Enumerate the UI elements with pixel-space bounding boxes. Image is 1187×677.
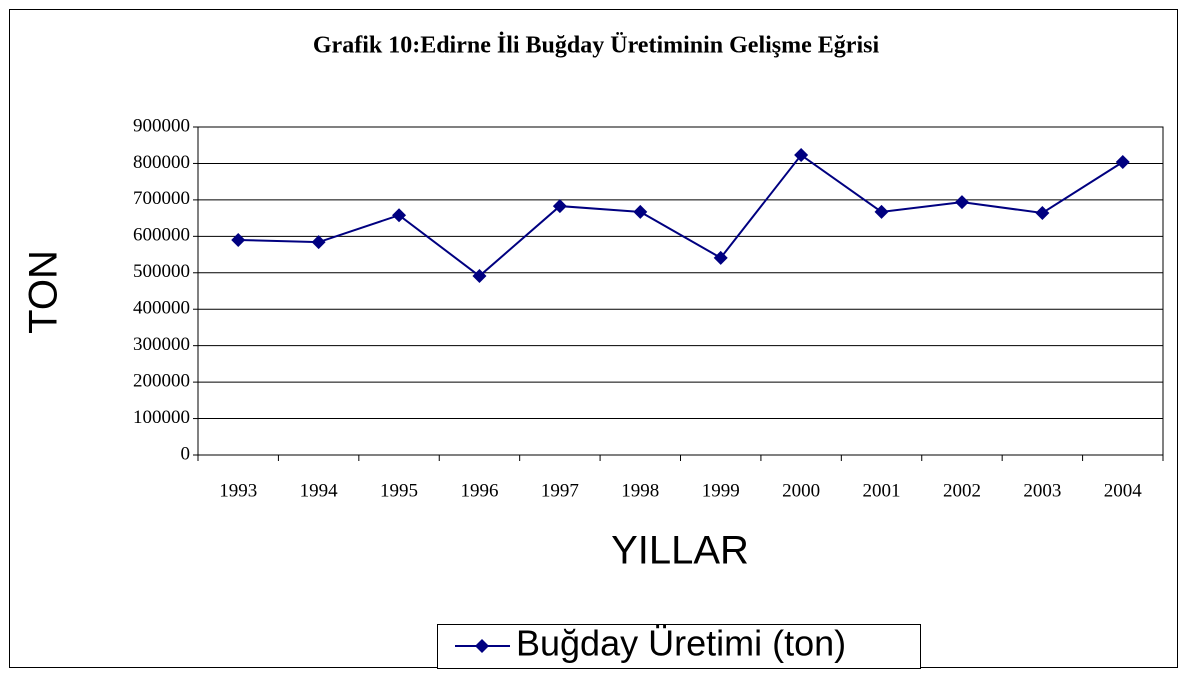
y-tick-label: 800000 [133,152,190,173]
point [311,235,326,250]
x-tick-label: 1993 [219,480,257,501]
chart-border [9,9,1178,668]
x-axis-label: YILLAR [611,529,749,573]
legend-marker [475,639,489,653]
x-tick-label: 2000 [782,480,820,501]
point [954,195,969,210]
y-tick-label: 100000 [133,407,190,428]
legend-box [437,624,921,669]
point [633,204,648,219]
point [392,208,407,223]
point [472,269,487,284]
y-tick-label: 500000 [133,261,190,282]
x-tick-label: 2001 [863,480,901,501]
series-line [238,153,1124,278]
y-axis-label: TON [22,250,66,334]
point [713,250,728,265]
x-tick-label: 1996 [460,480,498,501]
y-tick-label: 600000 [133,225,190,246]
y-tick-label: 400000 [133,298,190,319]
y-tick-label: 300000 [133,334,190,355]
y-tick-label: 900000 [133,115,190,136]
y-tick-label: 200000 [133,370,190,391]
x-tick-label: 2004 [1104,480,1143,501]
point [1115,154,1130,169]
point [231,232,246,247]
x-tick-label: 2003 [1023,480,1061,501]
point [794,148,809,163]
y-tick-label: 0 [181,443,191,464]
point [552,199,567,214]
x-tick-label: 1995 [380,480,418,501]
x-tick-label: 2002 [943,480,981,501]
point [874,204,889,219]
y-tick-label: 700000 [133,188,190,209]
point [1035,206,1050,221]
x-tick-label: 1998 [621,480,659,501]
legend-label: Buğday Üretimi (ton) [516,623,846,664]
x-tick-label: 1997 [541,480,579,501]
x-tick-label: 1999 [702,480,740,501]
chart-title: Grafik 10:Edirne İli Buğday Üretiminin G… [313,33,880,59]
x-tick-label: 1994 [300,480,339,501]
